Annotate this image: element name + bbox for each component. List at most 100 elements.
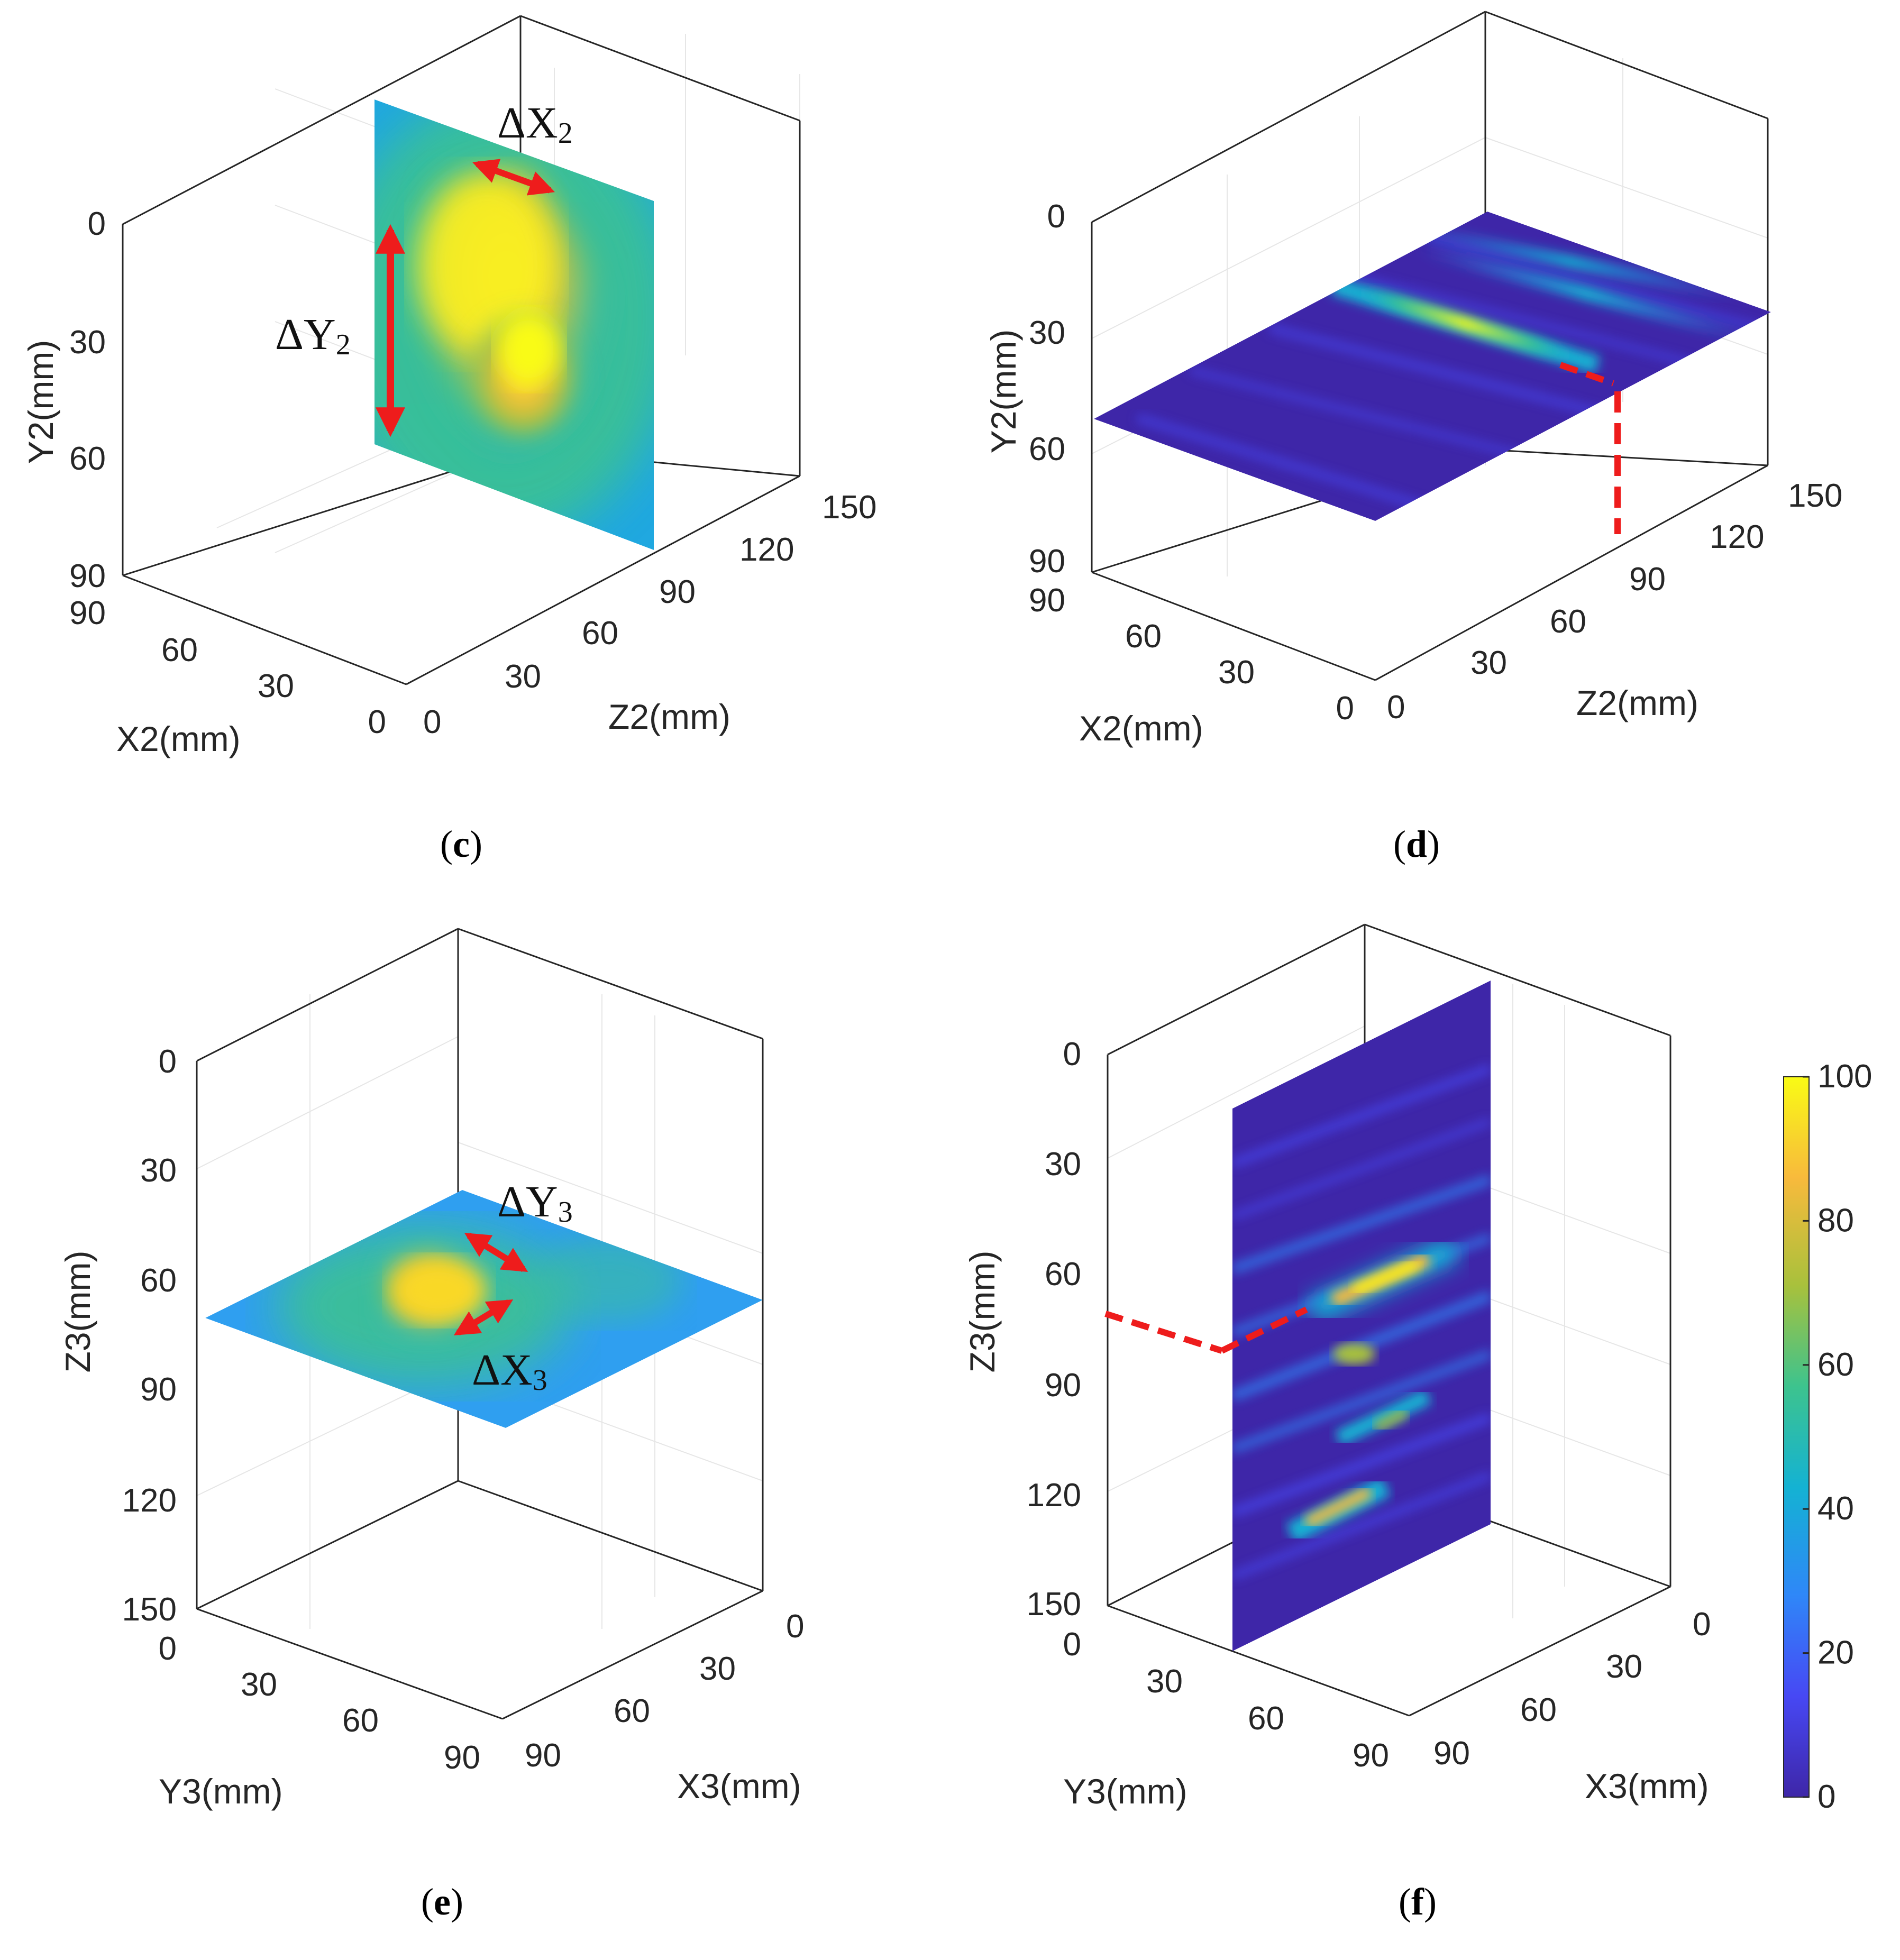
- tick-label: 120: [1027, 1477, 1081, 1514]
- colorbar-ticks: 0 20 40 60 80 100: [1803, 1058, 1872, 1815]
- colorbar-tick-label: 20: [1817, 1635, 1854, 1671]
- z-axis-label: Z3(mm): [58, 1251, 97, 1373]
- tick-label: 60: [342, 1702, 379, 1739]
- axis-line: [122, 15, 521, 225]
- colorbar-tick-label: 0: [1817, 1779, 1835, 1815]
- panel-label-f: (f): [1399, 1881, 1437, 1923]
- tick-label: 0: [1693, 1606, 1711, 1643]
- axis-line: [122, 574, 407, 685]
- y-axis-label: Y3(mm): [159, 1772, 283, 1811]
- colorbar-tick-label: 60: [1817, 1347, 1854, 1383]
- tick-label: 120: [122, 1482, 177, 1519]
- tick-label: 30: [1045, 1146, 1081, 1183]
- tick-label: 30: [1146, 1663, 1183, 1700]
- grid-line: [1107, 1025, 1365, 1159]
- tick-label: 0: [786, 1608, 804, 1645]
- axis-line: [406, 475, 800, 685]
- z-axis-label: Z2(mm): [1576, 683, 1698, 722]
- panel-label-e: (e): [421, 1881, 463, 1923]
- tick-label: 0: [159, 1043, 177, 1080]
- panel-f-markers: [1104, 1306, 1308, 1354]
- tick-label: 60: [1045, 1256, 1081, 1293]
- delta-y2-label: ΔY2: [275, 310, 351, 361]
- axis-line: [1364, 923, 1671, 1037]
- axis-line: [1485, 448, 1768, 466]
- z-axis-label: Z3(mm): [963, 1251, 1002, 1373]
- delta-x2-arrow: [472, 159, 555, 196]
- tick-label: 60: [1125, 618, 1162, 655]
- tick-label: 30: [699, 1651, 736, 1687]
- colorbar-tick-label: 100: [1817, 1058, 1872, 1095]
- tick-label: 90: [1353, 1737, 1389, 1774]
- axis-line: [1409, 1586, 1671, 1717]
- delta-x3-arrow: [453, 1299, 514, 1336]
- tick-label: 90: [140, 1371, 177, 1408]
- tick-label: 30: [505, 658, 541, 695]
- tick-label: 60: [1029, 431, 1065, 468]
- colorbar-gradient: [1783, 1076, 1810, 1798]
- tick-label: 90: [69, 595, 106, 631]
- panel-label-d: (d): [1393, 823, 1440, 865]
- grid-line: [458, 1142, 763, 1254]
- delta-x2-label: ΔX2: [497, 98, 573, 150]
- colorbar-tick-label: 80: [1817, 1202, 1854, 1239]
- y-axis-label: Y2(mm): [984, 329, 1023, 454]
- tick-label: 60: [69, 441, 106, 477]
- tick-label: 120: [1710, 519, 1764, 555]
- tick-label: 90: [1629, 561, 1666, 598]
- tick-label: 150: [1027, 1586, 1081, 1623]
- panel-f-ticks: 0 30 60 90 120 150 0 30 60 90 90 60 30 0: [1027, 1036, 1711, 1774]
- dashed-marker: [1220, 1306, 1308, 1354]
- tick-label: 90: [659, 574, 696, 610]
- tick-label: 30: [140, 1152, 177, 1189]
- tick-label: 60: [582, 615, 618, 652]
- x-axis-label: X3(mm): [677, 1766, 801, 1806]
- x-axis-label: X3(mm): [1585, 1766, 1709, 1806]
- grid-line: [1485, 137, 1768, 239]
- delta-x3-label: ΔX3: [472, 1345, 547, 1397]
- tick-label: 0: [1336, 690, 1354, 727]
- tick-label: 0: [1047, 198, 1065, 235]
- axis-line: [458, 928, 763, 1040]
- tick-label: 60: [1520, 1692, 1557, 1728]
- tick-label: 60: [614, 1693, 650, 1729]
- tick-label: 90: [1433, 1735, 1470, 1772]
- tick-label: 150: [822, 489, 876, 526]
- tick-label: 0: [159, 1631, 177, 1667]
- axis-line: [1107, 923, 1365, 1056]
- z-axis-label: Z2(mm): [608, 697, 730, 736]
- x-axis-label: X2(mm): [116, 719, 241, 758]
- tick-label: 90: [1045, 1367, 1081, 1404]
- tick-label: 60: [140, 1262, 177, 1299]
- panel-c-ticks: 0 30 60 90 90 60 30 0 0 30 60 90 120 150: [69, 206, 876, 740]
- axis-line: [1375, 464, 1768, 681]
- y-axis-label: Y3(mm): [1063, 1772, 1188, 1811]
- panel-e: ΔY3 ΔX3 0 30 60 90 120 150 0 30 60 90 90…: [58, 928, 804, 1923]
- tick-label: 90: [444, 1739, 480, 1776]
- tick-label: 150: [122, 1591, 177, 1628]
- axis-line: [1091, 11, 1486, 223]
- delta-y3-arrow: [464, 1232, 528, 1272]
- x-axis-label: X2(mm): [1079, 709, 1203, 748]
- grid-line: [196, 1036, 459, 1169]
- panel-e-markers: ΔY3 ΔX3: [453, 1177, 573, 1397]
- tick-label: 90: [525, 1737, 561, 1774]
- panel-d: 0 30 60 90 90 60 30 0 0 30 60 90 120 150…: [984, 11, 1842, 865]
- tick-label: 30: [258, 668, 294, 704]
- colorbar-tick-label: 40: [1817, 1490, 1854, 1527]
- axis-line: [196, 1608, 503, 1720]
- axis-line: [1485, 11, 1768, 120]
- panel-d-markers: [1559, 362, 1621, 534]
- panel-c-markers: ΔX2 ΔY2: [275, 98, 573, 437]
- panel-c-slice: [374, 99, 654, 550]
- tick-label: 0: [88, 206, 106, 242]
- panel-label-c: (c): [440, 823, 482, 865]
- axis-line: [1107, 1605, 1410, 1717]
- axis-line: [196, 1480, 459, 1610]
- tick-label: 30: [241, 1666, 277, 1703]
- delta-y3-label: ΔY3: [497, 1177, 573, 1229]
- grid-line: [1091, 137, 1486, 339]
- axis-line: [520, 15, 800, 122]
- tick-label: 0: [1063, 1626, 1081, 1663]
